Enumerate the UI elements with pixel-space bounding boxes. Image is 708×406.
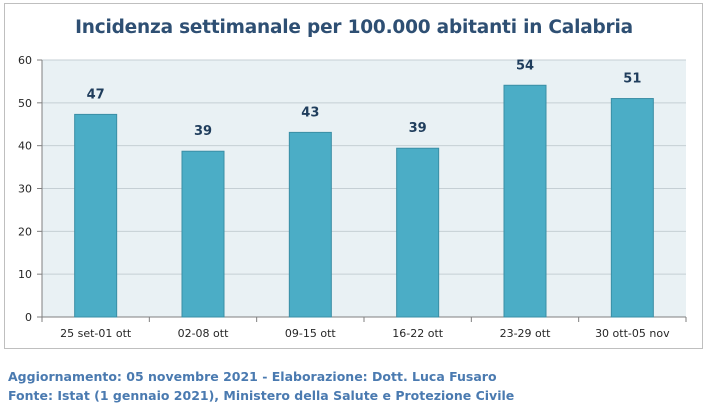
- chart-title: Incidenza settimanale per 100.000 abitan…: [75, 17, 633, 38]
- data-label: 43: [301, 105, 319, 120]
- data-label: 47: [87, 87, 105, 102]
- y-tick-label: 40: [18, 140, 32, 153]
- data-label: 39: [194, 124, 212, 139]
- bar: [503, 84, 547, 318]
- x-tick-label: 23-29 ott: [500, 327, 552, 340]
- data-label: 54: [516, 58, 534, 73]
- data-label: 39: [409, 121, 427, 136]
- x-tick-label: 02-08 ott: [178, 327, 230, 340]
- bar: [74, 113, 118, 318]
- x-tick-label: 09-15 ott: [285, 327, 337, 340]
- bar-chart: 0 10 20 30 40 50 60 47 25 set-01 ott 39 02-08 ott 4…: [18, 54, 687, 340]
- y-tick-label: 30: [18, 183, 32, 196]
- y-tick-label: 0: [25, 311, 32, 324]
- y-tick-label: 10: [18, 268, 32, 281]
- y-tick-label: 50: [18, 97, 32, 110]
- y-tick-label: 60: [18, 54, 32, 67]
- bar: [288, 131, 332, 318]
- footer-source-note: Fonte: Istat (1 gennaio 2021), Ministero…: [8, 388, 515, 403]
- bar: [181, 150, 225, 318]
- data-label: 51: [623, 72, 641, 87]
- footer-update-note: Aggiornamento: 05 novembre 2021 - Elabor…: [8, 369, 497, 384]
- bar: [610, 98, 654, 318]
- x-tick-label: 25 set-01 ott: [60, 327, 132, 340]
- bar: [396, 147, 440, 318]
- y-tick-label: 20: [18, 225, 32, 238]
- x-tick-label: 30 ott-05 nov: [595, 327, 670, 340]
- x-tick-label: 16-22 ott: [392, 327, 444, 340]
